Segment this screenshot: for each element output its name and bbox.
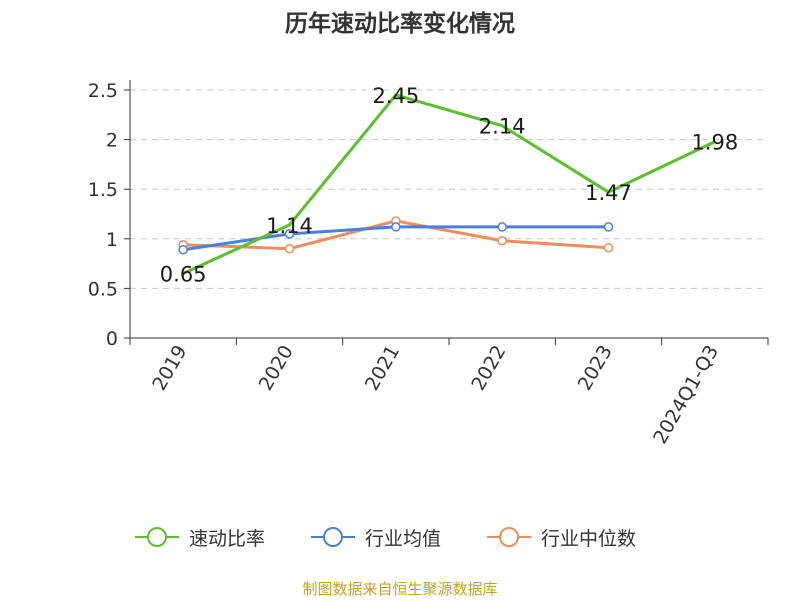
data-label: 1.47 [585, 181, 632, 205]
data-label: 2.45 [372, 84, 419, 108]
data-point [391, 222, 401, 232]
y-tick-label: 0.5 [88, 278, 118, 300]
data-point [178, 244, 188, 255]
legend-marker-quick-ratio [135, 527, 179, 547]
x-tick-label: 2022 [467, 341, 510, 394]
legend-item-quick-ratio[interactable]: 速动比率 [133, 520, 265, 554]
y-tick-label: 2.5 [88, 80, 118, 102]
y-tick-label: 0 [106, 328, 118, 350]
data-point [497, 222, 507, 232]
source-note: 制图数据来自恒生聚源数据库 [302, 580, 498, 598]
data-point [603, 242, 614, 253]
data-label: 1.98 [691, 131, 738, 155]
data-label: 0.65 [160, 263, 207, 287]
data-label: 2.14 [479, 115, 526, 139]
legend-label: 行业均值 [365, 527, 442, 550]
legend-marker-industry-median [487, 527, 531, 547]
legend: 速动比率 行业均值 行业中位数 [0, 520, 800, 554]
x-tick-label: 2020 [255, 342, 298, 395]
data-label: 1.14 [266, 214, 313, 238]
legend-label: 行业中位数 [541, 527, 637, 550]
data-point [284, 229, 295, 239]
legend-item-industry-median[interactable]: 行业中位数 [485, 520, 636, 554]
x-tick-label: 2024Q1-Q3 [649, 342, 723, 448]
x-tick-label: 2021 [361, 342, 404, 395]
data-point [284, 243, 295, 254]
legend-label: 速动比率 [189, 527, 266, 550]
data-point [603, 222, 614, 232]
chart-title: 历年速动比率变化情况 [285, 11, 515, 37]
x-tick-label: 2023 [574, 342, 617, 395]
series-line [182, 93, 716, 275]
y-tick-label: 2 [106, 130, 118, 152]
data-point [497, 236, 507, 246]
y-tick-label: 1 [106, 229, 118, 251]
x-tick-label: 2019 [148, 342, 191, 395]
legend-marker-industry-average [311, 527, 355, 547]
y-tick-label: 1.5 [88, 179, 118, 201]
legend-item-industry-average[interactable]: 行业均值 [309, 520, 441, 554]
